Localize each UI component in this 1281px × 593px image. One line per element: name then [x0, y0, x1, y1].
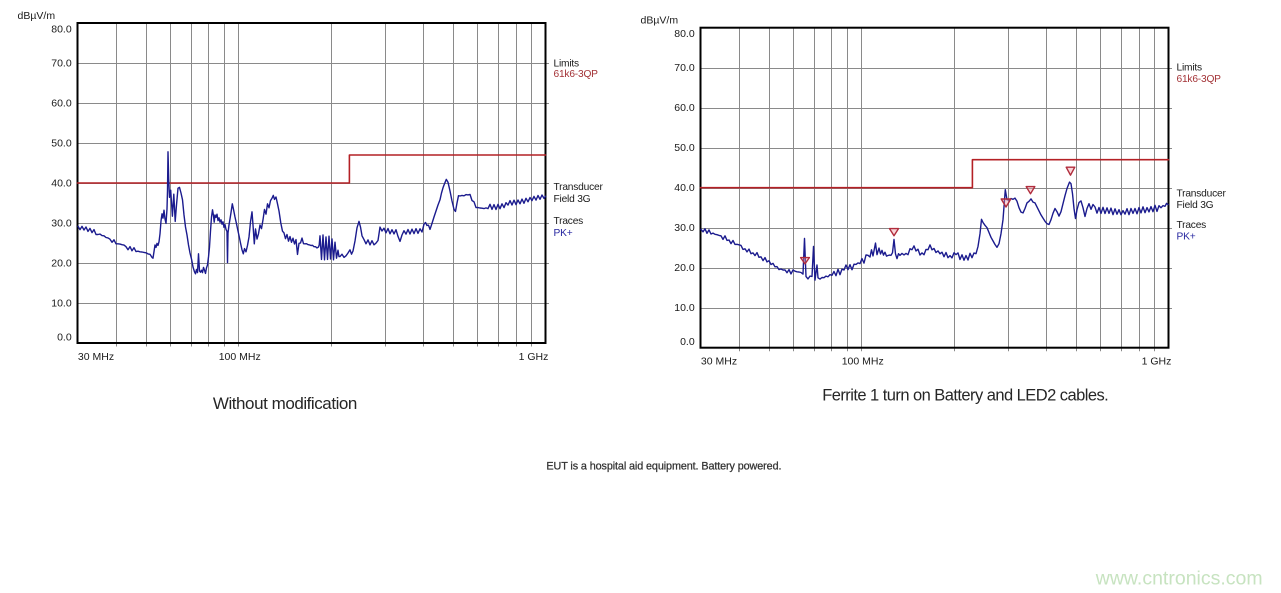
svg-text:10.0: 10.0: [674, 302, 695, 314]
svg-text:EUT is a hospital aid equipmen: EUT is a hospital aid equipment. Battery…: [546, 461, 781, 473]
svg-text:50.0: 50.0: [51, 138, 72, 150]
svg-text:www.cntronics.com: www.cntronics.com: [1095, 568, 1263, 590]
svg-text:PK+: PK+: [554, 228, 573, 239]
svg-text:30 MHz: 30 MHz: [78, 351, 114, 363]
svg-text:30.0: 30.0: [674, 222, 695, 234]
svg-text:Without modification: Without modification: [213, 394, 357, 413]
svg-text:Ferrite 1 turn on Battery and: Ferrite 1 turn on Battery and LED2 cable…: [822, 387, 1108, 405]
svg-text:dBµV/m: dBµV/m: [641, 15, 679, 27]
svg-text:0.0: 0.0: [57, 332, 72, 344]
svg-text:Field 3G: Field 3G: [554, 194, 591, 205]
svg-text:61k6-3QP: 61k6-3QP: [1177, 74, 1222, 85]
svg-text:Field 3G: Field 3G: [1177, 200, 1214, 211]
svg-text:100 MHz: 100 MHz: [219, 351, 261, 363]
svg-text:Transducer: Transducer: [1177, 189, 1227, 200]
svg-text:Traces: Traces: [1177, 220, 1207, 231]
svg-text:30.0: 30.0: [51, 218, 72, 230]
svg-text:Limits: Limits: [554, 58, 580, 69]
svg-text:PK+: PK+: [1177, 232, 1196, 243]
svg-text:30 MHz: 30 MHz: [701, 356, 737, 368]
svg-text:20.0: 20.0: [51, 258, 72, 270]
svg-text:1 GHz: 1 GHz: [1142, 356, 1172, 368]
svg-text:0.0: 0.0: [680, 336, 695, 348]
svg-text:50.0: 50.0: [674, 142, 695, 154]
svg-text:Traces: Traces: [554, 216, 584, 227]
svg-text:60.0: 60.0: [674, 102, 695, 114]
svg-text:40.0: 40.0: [674, 182, 695, 194]
svg-text:Limits: Limits: [1177, 63, 1203, 74]
svg-text:61k6-3QP: 61k6-3QP: [554, 69, 599, 80]
svg-text:70.0: 70.0: [51, 58, 72, 70]
svg-text:1 GHz: 1 GHz: [519, 351, 549, 363]
svg-text:10.0: 10.0: [51, 298, 72, 310]
svg-text:60.0: 60.0: [51, 98, 72, 110]
svg-text:20.0: 20.0: [674, 262, 695, 274]
svg-text:dBµV/m: dBµV/m: [18, 10, 56, 22]
svg-text:80.0: 80.0: [674, 28, 695, 40]
svg-text:70.0: 70.0: [674, 62, 695, 74]
svg-text:100 MHz: 100 MHz: [842, 356, 884, 368]
svg-text:40.0: 40.0: [51, 178, 72, 190]
svg-text:80.0: 80.0: [51, 24, 72, 36]
svg-text:Transducer: Transducer: [554, 182, 604, 193]
